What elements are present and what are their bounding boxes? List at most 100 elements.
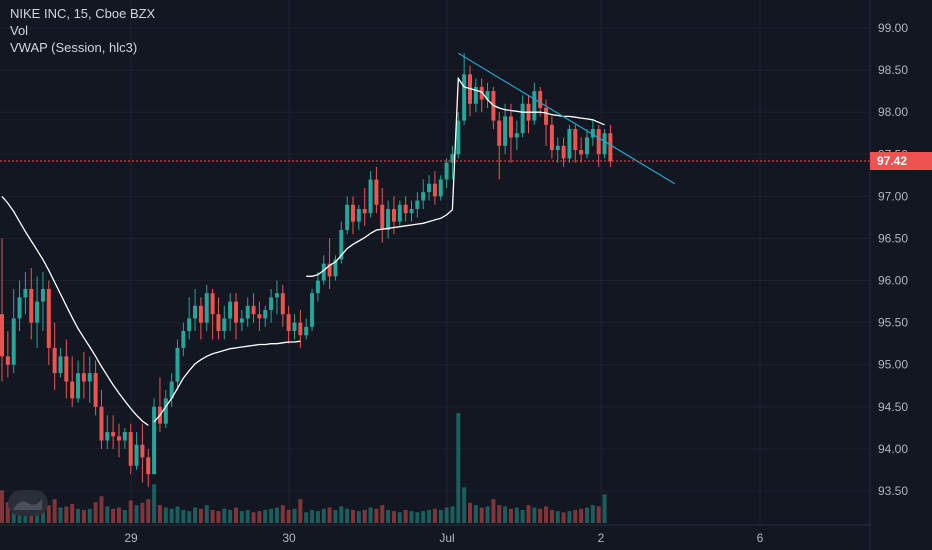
volume-bar <box>339 506 344 523</box>
volume-bar <box>193 507 198 523</box>
candle-up <box>122 432 127 441</box>
time-tick-label: 29 <box>124 531 138 545</box>
candle-down <box>327 263 332 277</box>
volume-bar <box>99 496 104 523</box>
candle-up <box>239 318 244 323</box>
volume-bar <box>491 499 496 523</box>
volume-bar <box>228 509 233 523</box>
price-tick-label: 98.00 <box>878 105 908 119</box>
volume-bar <box>345 508 350 523</box>
candle-up <box>503 116 508 146</box>
volume-bar <box>286 509 291 523</box>
candle-up <box>590 129 595 138</box>
candle-up <box>304 326 309 336</box>
candle-down <box>497 120 502 146</box>
candle-up <box>386 208 391 231</box>
candle-down <box>198 305 203 323</box>
volume-bar <box>269 508 274 523</box>
time-tick-label: 2 <box>598 531 605 545</box>
volume-bar <box>52 499 57 523</box>
volume-bar <box>146 499 151 523</box>
volume-bar <box>468 502 472 523</box>
volume-bar <box>438 509 443 523</box>
candle-up <box>134 444 139 466</box>
volume-bar <box>134 505 139 523</box>
candle-up <box>421 192 426 201</box>
volume-bar <box>374 508 379 523</box>
candle-up <box>397 204 402 222</box>
candle-down <box>216 314 221 332</box>
volume-bar <box>70 503 75 523</box>
candle-down <box>596 129 601 155</box>
tradingview-logo-icon[interactable] <box>8 490 48 516</box>
candle-up <box>193 305 198 319</box>
candle-down <box>93 373 98 407</box>
volume-bar <box>549 509 554 523</box>
volume-bar <box>152 484 157 523</box>
candle-up <box>228 301 233 319</box>
volume-bar <box>473 505 478 523</box>
time-tick-label: 30 <box>282 531 296 545</box>
candle-down <box>146 457 151 475</box>
candle-up <box>152 406 157 475</box>
volume-bar <box>333 509 338 523</box>
volume-bar <box>579 508 584 523</box>
volume-bar <box>351 509 355 523</box>
price-tick-label: 99.00 <box>878 21 908 35</box>
candle-up <box>163 398 168 424</box>
candle-up <box>321 263 326 281</box>
candle-down <box>561 145 566 159</box>
volume-bar <box>263 509 268 523</box>
candle-up <box>181 331 186 348</box>
candle-down <box>286 314 291 332</box>
candle-down <box>391 208 396 222</box>
volume-bar <box>274 507 279 523</box>
volume-bar <box>456 413 461 523</box>
price-tick-label: 94.50 <box>878 400 908 414</box>
volume-bar <box>163 507 168 523</box>
volume-bar <box>117 507 121 523</box>
volume-bar <box>450 506 455 523</box>
volume-bar <box>380 505 385 523</box>
volume-bar <box>181 509 186 523</box>
candle-up <box>310 293 315 327</box>
candle-up <box>245 305 250 319</box>
vwap-indicator-label[interactable]: VWAP (Session, hlc3) <box>10 40 138 55</box>
candle-down <box>234 301 238 323</box>
volume-bar <box>497 505 502 523</box>
candle-down <box>140 444 145 458</box>
volume-bar <box>105 506 110 523</box>
volume-bar <box>397 512 402 523</box>
candle-up <box>40 288 45 302</box>
volume-bar <box>538 508 543 523</box>
volume-bar <box>280 505 285 523</box>
candle-up <box>11 318 16 365</box>
volume-bar <box>561 512 566 523</box>
volume-bar <box>479 507 484 523</box>
candle-down <box>70 381 75 399</box>
volume-bar <box>444 507 449 523</box>
candle-down <box>374 179 379 205</box>
volume-bar <box>140 502 145 523</box>
volume-bar <box>198 508 203 523</box>
last-price-tag <box>870 152 932 171</box>
price-tick-label: 93.50 <box>878 484 908 498</box>
volume-bar <box>122 509 127 523</box>
chart-legend: NIKE INC, 15, Cboe BZX Vol VWAP (Session… <box>10 5 155 56</box>
symbol-title[interactable]: NIKE INC, 15, Cboe BZX <box>10 6 156 21</box>
candle-up <box>514 133 519 138</box>
volume-bar <box>187 511 192 523</box>
candle-up <box>76 373 81 399</box>
candle-up <box>473 86 478 104</box>
volume-bar <box>40 508 45 523</box>
volume-bar <box>175 506 180 523</box>
volume-bar <box>128 500 133 523</box>
volume-bar <box>46 505 51 523</box>
candle-down <box>81 373 86 382</box>
volume-bar <box>462 487 467 523</box>
volume-bar <box>234 507 238 523</box>
volume-indicator-label[interactable]: Vol <box>10 23 29 38</box>
volume-bar <box>222 508 227 523</box>
